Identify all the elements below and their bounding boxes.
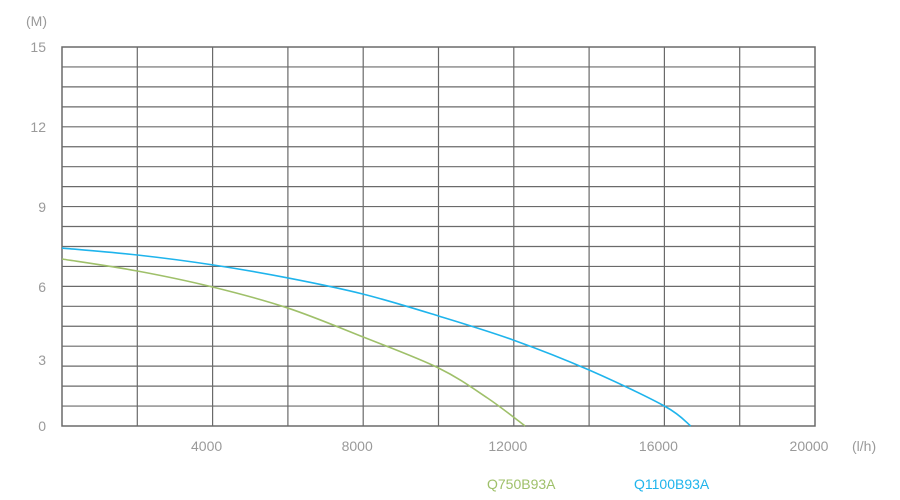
y-axis-label: (M)	[26, 13, 47, 29]
curves	[61, 247, 692, 427]
x-tick-label: 8000	[342, 438, 373, 454]
series-line-q750b93a	[61, 258, 526, 427]
x-tick-label: 4000	[191, 438, 222, 454]
y-tick-label: 6	[38, 279, 46, 295]
legend-q1100b93a: Q1100B93A	[634, 476, 710, 492]
x-tick-label: 12000	[488, 438, 527, 454]
y-tick-label: 0	[38, 418, 46, 434]
y-tick-label: 9	[38, 199, 46, 215]
y-tick-label: 15	[30, 39, 46, 55]
series-line-q1100b93a	[61, 247, 692, 427]
legend-q750b93a: Q750B93A	[487, 476, 556, 492]
y-axis-ticks: 15 12 9 6 3 0	[30, 39, 46, 434]
x-axis-ticks: 4000 8000 12000 16000 20000	[191, 438, 829, 454]
x-tick-label: 16000	[639, 438, 678, 454]
y-tick-label: 3	[38, 352, 46, 368]
x-axis-label: (l/h)	[852, 438, 876, 454]
y-tick-label: 12	[30, 119, 46, 135]
x-tick-label: 20000	[790, 438, 829, 454]
grid	[61, 46, 816, 427]
